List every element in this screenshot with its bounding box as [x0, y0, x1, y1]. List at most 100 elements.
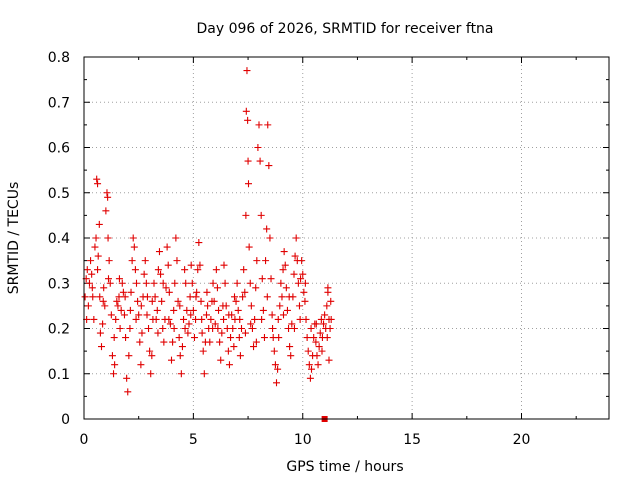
data-point [117, 306, 125, 314]
data-point [241, 329, 249, 337]
data-point [114, 302, 122, 310]
data-point [231, 293, 238, 301]
data-point [230, 343, 238, 351]
data-point [180, 315, 188, 323]
data-point [204, 302, 212, 310]
data-point [229, 325, 237, 332]
x-tick-label: 10 [294, 432, 312, 448]
data-point [104, 193, 112, 201]
data-point [137, 361, 145, 369]
data-point [84, 302, 92, 310]
data-point [310, 334, 318, 342]
data-point [98, 343, 105, 351]
data-point [238, 325, 245, 332]
data-point [89, 293, 97, 301]
data-point [266, 234, 274, 242]
data-point [263, 293, 271, 301]
data-point [260, 334, 268, 342]
data-point [185, 320, 193, 328]
data-point [87, 257, 95, 265]
data-point [183, 306, 191, 314]
data-point [138, 329, 146, 337]
data-point [312, 320, 320, 328]
data-point [107, 311, 115, 319]
data-point [124, 388, 132, 396]
data-point [93, 175, 101, 183]
data-point [207, 315, 215, 323]
data-point [254, 144, 262, 151]
data-point [182, 279, 190, 287]
data-point [106, 279, 114, 287]
data-point [324, 284, 332, 292]
data-point [218, 329, 226, 337]
data-point [176, 352, 184, 360]
data-point [130, 243, 138, 251]
data-point [247, 320, 255, 328]
y-tick-label: 0.8 [48, 50, 70, 66]
data-point [282, 284, 290, 292]
data-point [126, 325, 134, 332]
data-point [290, 325, 298, 332]
y-tick-label: 0.5 [48, 186, 70, 202]
data-point [192, 293, 200, 301]
data-point [321, 311, 329, 319]
data-point [240, 266, 248, 274]
data-point [308, 365, 315, 373]
data-point [120, 311, 128, 319]
data-point [189, 306, 197, 314]
data-point [90, 315, 98, 323]
data-point [281, 261, 289, 269]
data-point [83, 266, 91, 274]
data-point [152, 315, 160, 323]
data-point [314, 361, 322, 369]
data-point [88, 284, 96, 292]
data-point [222, 302, 230, 310]
data-point [171, 279, 179, 287]
data-point [134, 297, 142, 305]
data-point [248, 325, 256, 332]
data-point [327, 315, 335, 323]
data-point [247, 302, 255, 310]
data-point [96, 329, 104, 337]
data-point [196, 261, 204, 269]
data-point [105, 275, 112, 283]
data-point [92, 234, 100, 242]
data-point [276, 302, 284, 310]
data-point [112, 315, 120, 323]
data-point [168, 356, 175, 364]
data-point [220, 315, 228, 323]
data-point [326, 325, 334, 332]
data-point [118, 279, 126, 287]
data-point [323, 334, 331, 342]
data-point [285, 325, 293, 332]
data-point [151, 293, 159, 301]
data-point [140, 270, 148, 278]
data-point [275, 334, 283, 342]
data-point [245, 243, 253, 251]
y-tick-label: 0.4 [48, 231, 70, 247]
data-point [154, 266, 162, 274]
data-point [295, 302, 303, 310]
data-point [104, 234, 112, 242]
data-point [280, 248, 288, 256]
data-point [197, 297, 205, 305]
data-point [255, 121, 263, 129]
data-point [94, 266, 102, 274]
data-point [170, 325, 178, 332]
data-point [235, 334, 243, 342]
data-point [269, 325, 277, 332]
x-tick-label: 20 [513, 432, 531, 448]
data-point [232, 297, 240, 305]
data-point [103, 189, 111, 197]
data-point [258, 315, 266, 323]
data-point [193, 288, 201, 296]
data-point [259, 306, 267, 314]
data-point [184, 329, 192, 337]
data-point [233, 279, 241, 287]
data-point [220, 261, 228, 269]
data-point [214, 325, 222, 332]
data-point [320, 320, 328, 328]
data-point [257, 211, 265, 219]
data-point [305, 361, 313, 369]
data-point [209, 279, 217, 287]
